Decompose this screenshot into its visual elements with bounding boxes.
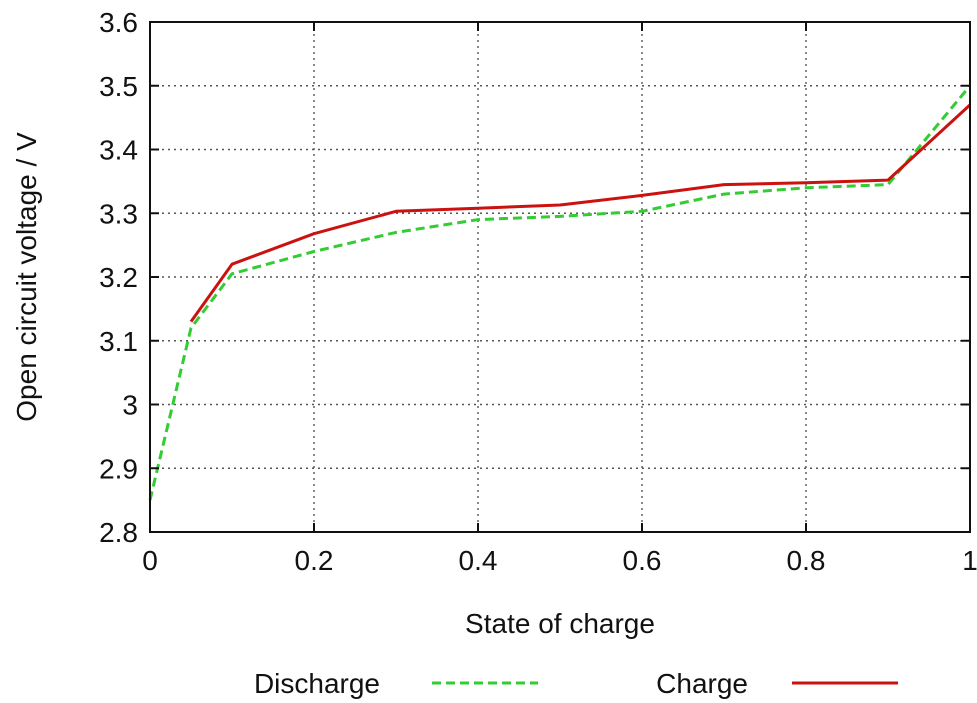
legend-label-charge: Charge bbox=[656, 668, 748, 699]
y-tick-label-1: 2.9 bbox=[99, 453, 138, 484]
x-tick-label-1: 0.2 bbox=[295, 545, 334, 576]
y-tick-label-7: 3.5 bbox=[99, 71, 138, 102]
y-axis-title: Open circuit voltage / V bbox=[11, 132, 42, 422]
y-tick-label-0: 2.8 bbox=[99, 517, 138, 548]
x-axis-title: State of charge bbox=[465, 608, 655, 639]
x-tick-label-3: 0.6 bbox=[623, 545, 662, 576]
series-line-discharge bbox=[148, 84, 972, 501]
x-tick-label-2: 0.4 bbox=[459, 545, 498, 576]
y-tick-label-5: 3.3 bbox=[99, 198, 138, 229]
legend: Discharge Charge bbox=[254, 668, 898, 699]
legend-label-discharge: Discharge bbox=[254, 668, 380, 699]
x-tick-label-0: 0 bbox=[142, 545, 158, 576]
y-tick-label-4: 3.2 bbox=[99, 262, 138, 293]
series-lines bbox=[148, 84, 972, 501]
y-tick-label-3: 3.1 bbox=[99, 326, 138, 357]
y-tick-label-2: 3 bbox=[122, 390, 138, 421]
y-tick-label-6: 3.4 bbox=[99, 135, 138, 166]
x-tick-label-5: 1 bbox=[962, 545, 977, 576]
y-tick-label-8: 3.6 bbox=[99, 7, 138, 38]
x-axis: 0 0.2 0.4 0.6 0.8 1 bbox=[142, 22, 977, 576]
series-line-charge bbox=[189, 103, 972, 323]
grid bbox=[150, 22, 970, 532]
x-tick-label-4: 0.8 bbox=[787, 545, 826, 576]
y-axis: 2.8 2.9 3 3.1 3.2 3.3 3.4 3.5 3.6 bbox=[99, 7, 970, 548]
